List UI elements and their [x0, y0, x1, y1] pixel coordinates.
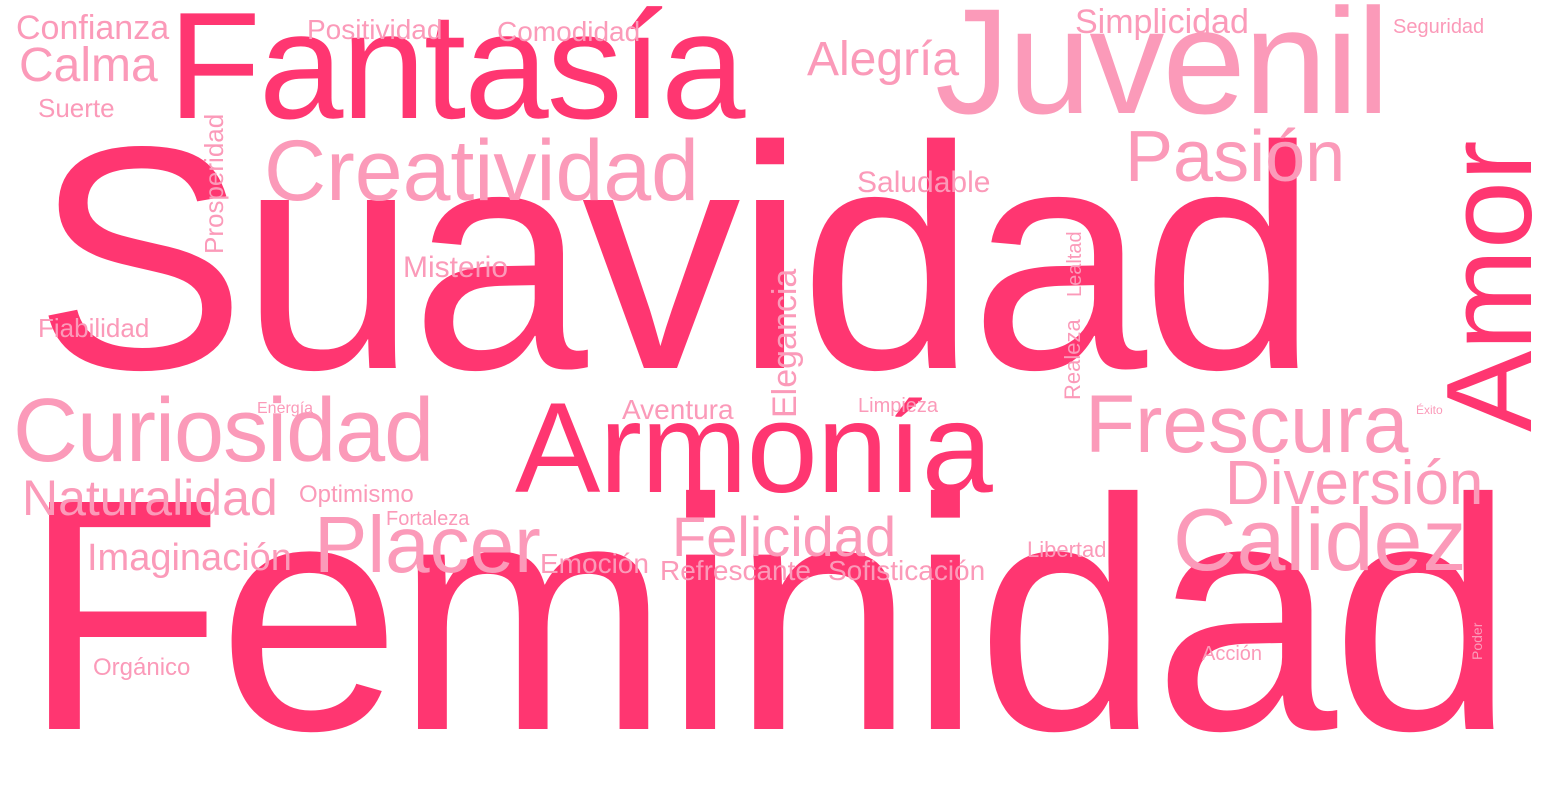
word-armonia: Armonía: [515, 377, 993, 520]
word-seguridad: Seguridad: [1393, 16, 1485, 38]
word-positividad: Positividad: [307, 14, 443, 45]
word-juvenil: Juvenil: [935, 0, 1390, 145]
word-feminidad: Feminidad: [22, 430, 1515, 790]
word-pasion: Pasión: [1125, 117, 1346, 197]
word-exito: Éxito: [1416, 403, 1443, 417]
word-organico: Orgánico: [93, 654, 191, 681]
word-naturalidad: Naturalidad: [22, 470, 278, 526]
word-energia: Energía: [257, 400, 314, 417]
word-refrescante: Refrescante: [660, 555, 811, 586]
word-placer: Placer: [314, 500, 541, 589]
word-amor: Amor: [1421, 140, 1557, 432]
word-fantasia: Fantasía: [168, 0, 745, 151]
word-felicidad: Felicidad: [672, 505, 897, 568]
word-fortaleza: Fortaleza: [386, 508, 470, 530]
word-curiosidad: Curiosidad: [13, 381, 434, 481]
word-limpieza: Limpieza: [858, 395, 939, 417]
word-emocion: Emoción: [540, 548, 649, 579]
word-sofisticacion: Sofisticación: [828, 555, 986, 586]
word-creatividad: Creatividad: [264, 123, 699, 219]
word-suavidad: Suavidad: [34, 81, 1318, 436]
word-accion: Acción: [1202, 643, 1263, 665]
word-libertad: Libertad: [1027, 537, 1107, 562]
word-frescura: Frescura: [1085, 379, 1409, 470]
word-calma: Calma: [19, 39, 158, 92]
word-prosperidad: Prosperidad: [199, 113, 229, 254]
word-confianza: Confianza: [16, 9, 170, 47]
word-elegancia: Elegancia: [766, 268, 804, 418]
word-simplicidad: Simplicidad: [1075, 3, 1249, 41]
word-suerte: Suerte: [38, 93, 115, 123]
word-saludable: Saludable: [857, 166, 991, 199]
word-optimismo: Optimismo: [299, 481, 414, 508]
word-poder: Poder: [1469, 622, 1485, 660]
word-aventura: Aventura: [622, 394, 734, 425]
word-misterio: Misterio: [403, 251, 509, 284]
word-comodidad: Comodidad: [497, 16, 641, 47]
word-fiabilidad: Fiabilidad: [38, 313, 150, 343]
word-calidez: Calidez: [1173, 490, 1467, 589]
word-alegria: Alegría: [807, 33, 960, 86]
word-diversion: Diversión: [1225, 449, 1484, 518]
word-imaginacion: Imaginación: [87, 537, 292, 579]
word-lealtad: Lealtad: [1064, 231, 1086, 297]
word-realeza: Realeza: [1060, 319, 1085, 400]
